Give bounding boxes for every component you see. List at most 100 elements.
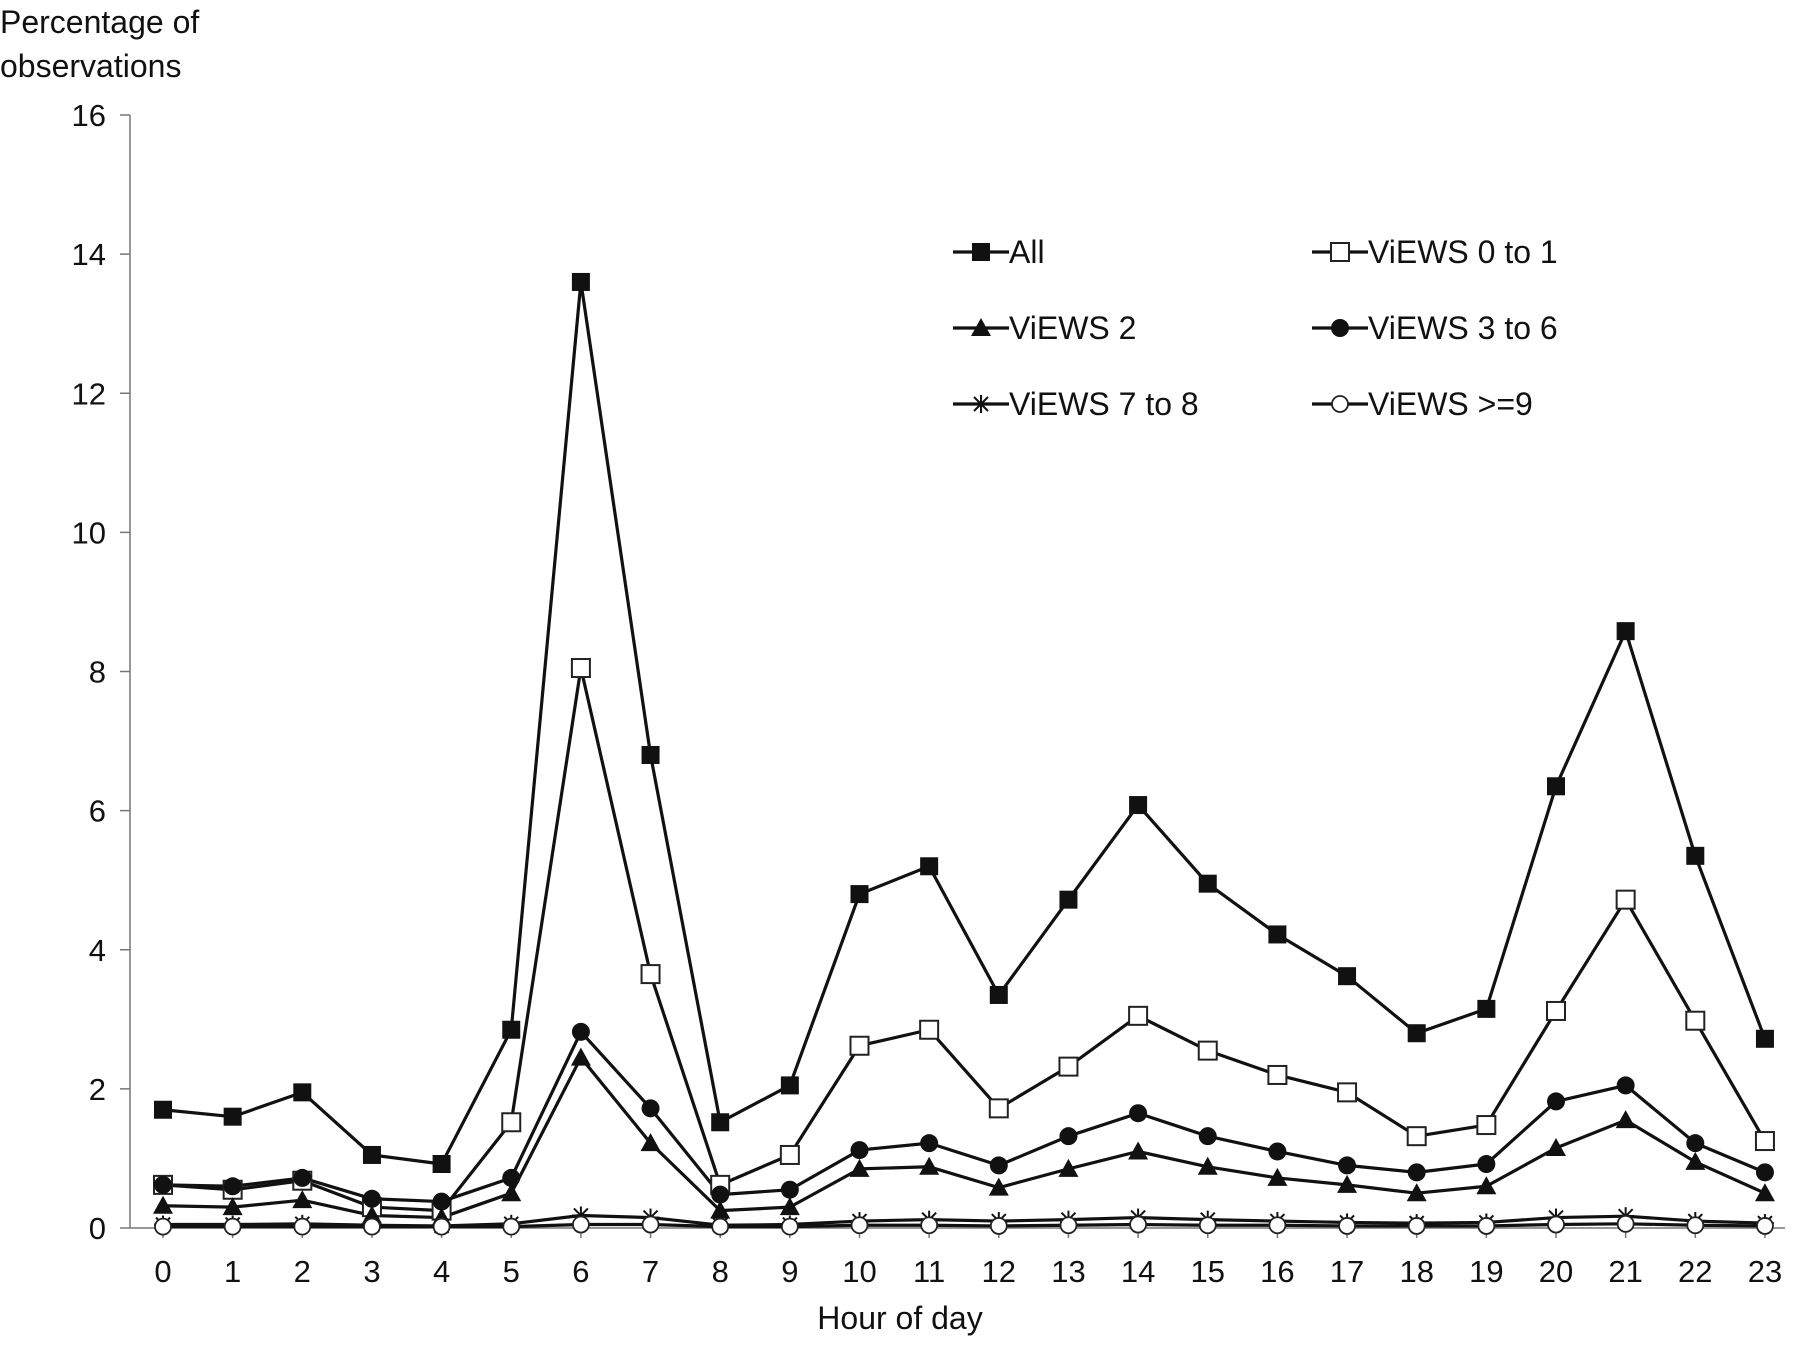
data-point-views-0-to-1 [1615, 889, 1636, 910]
data-point-views-9 [780, 1217, 799, 1236]
data-point-views-9 [1477, 1217, 1496, 1235]
data-point-views-2 [710, 1200, 731, 1219]
y-tick-label: 16 [72, 98, 106, 133]
legend-label: ViEWS 3 to 6 [1368, 310, 1558, 346]
data-point-views-3-to-6 [362, 1189, 381, 1208]
y-axis-label: Percentage of observations [0, 0, 260, 88]
legend-item-views-7-to-8: ViEWS 7 to 8 [953, 386, 1199, 422]
y-tick-label: 6 [89, 794, 106, 829]
data-point-views-3-to-6 [780, 1180, 799, 1199]
data-point-views-9 [850, 1216, 869, 1235]
data-point-views-0-to-1 [640, 964, 661, 985]
data-point-views-2 [919, 1156, 940, 1175]
y-tick-label: 12 [72, 376, 106, 411]
legend-marker [1330, 242, 1350, 262]
data-point-views-0-to-1 [1058, 1056, 1079, 1077]
data-point-views-0-to-1 [1754, 1131, 1775, 1152]
data-point-views-9 [1338, 1217, 1356, 1235]
series-line-views-3-to-6 [162, 1030, 1766, 1204]
data-point-views-9 [432, 1217, 451, 1236]
data-point-views-2 [1546, 1138, 1566, 1157]
data-point-views-2 [1058, 1158, 1079, 1177]
data-point-all [850, 885, 869, 904]
data-point-views-9 [363, 1217, 381, 1236]
legend-label: ViEWS 0 to 1 [1368, 234, 1558, 270]
data-point-all [502, 1020, 521, 1039]
data-point-views-9 [1129, 1215, 1147, 1234]
data-point-views-3-to-6 [1616, 1076, 1635, 1095]
data-point-views-3-to-6 [1059, 1127, 1078, 1146]
legend-marker [972, 395, 990, 413]
data-point-views-2 [292, 1190, 313, 1209]
data-point-all [1547, 777, 1565, 796]
data-point-views-9 [1059, 1216, 1078, 1235]
data-point-views-3-to-6 [293, 1168, 312, 1187]
data-point-views-3-to-6 [641, 1099, 660, 1118]
data-point-views-9 [223, 1217, 242, 1236]
x-tick-label: 12 [982, 1254, 1016, 1289]
data-point-views-3-to-6 [1268, 1142, 1287, 1161]
y-tick-label: 14 [72, 237, 106, 272]
data-point-views-2 [1128, 1141, 1149, 1160]
data-point-views-9 [293, 1217, 312, 1236]
y-tick-label: 0 [89, 1211, 106, 1246]
data-point-views-2 [849, 1158, 870, 1177]
data-point-views-2 [1197, 1156, 1218, 1175]
data-point-views-3-to-6 [1477, 1155, 1496, 1174]
x-tick-label: 6 [572, 1254, 589, 1289]
data-point-views-3-to-6 [1755, 1163, 1774, 1182]
x-tick-label: 5 [503, 1254, 520, 1289]
series-lines [162, 280, 1767, 1229]
data-point-all [1338, 967, 1357, 986]
data-point-views-0-to-1 [1546, 1000, 1566, 1021]
data-point-all [293, 1083, 312, 1102]
data-point-views-9 [920, 1216, 939, 1235]
legend-label: ViEWS 7 to 8 [1009, 386, 1199, 422]
data-point-views-3-to-6 [989, 1156, 1008, 1175]
data-point-views-2 [153, 1195, 173, 1214]
x-tick-label: 1 [224, 1254, 241, 1289]
legend-marker [1331, 319, 1349, 337]
data-point-views-9 [1198, 1216, 1217, 1235]
legend-marker [971, 318, 991, 336]
data-point-views-0-to-1 [1685, 1010, 1706, 1031]
data-point-views-3-to-6 [223, 1177, 242, 1196]
data-point-views-9 [1407, 1217, 1426, 1235]
data-point-views-0-to-1 [849, 1035, 870, 1056]
data-point-views-3-to-6 [502, 1168, 521, 1187]
x-tick-label: 7 [642, 1254, 659, 1289]
y-axis-label-text: Percentage of observations [0, 4, 200, 84]
data-point-views-9 [572, 1215, 590, 1234]
x-axis-label: Hour of day [817, 1300, 983, 1336]
data-point-views-2 [1337, 1174, 1358, 1193]
x-tick-label: 21 [1608, 1254, 1642, 1289]
data-point-all [1129, 796, 1148, 815]
legend-label: All [1009, 234, 1045, 270]
data-point-views-3-to-6 [1686, 1134, 1705, 1153]
legend-label: ViEWS 2 [1009, 310, 1136, 346]
data-point-views-3-to-6 [711, 1185, 730, 1204]
data-point-views-3-to-6 [432, 1192, 451, 1211]
x-tick-label: 3 [363, 1254, 380, 1289]
data-point-views-2 [222, 1197, 243, 1216]
x-tick-label: 15 [1191, 1254, 1225, 1289]
legend: All ViEWS 0 to 1 ViEWS 2 ViEWS 3 to 6 ViEWS … [953, 234, 1558, 422]
data-point-views-2 [501, 1183, 522, 1202]
data-point-views-2 [1476, 1176, 1497, 1195]
data-point-all [1477, 999, 1496, 1018]
data-point-views-3-to-6 [850, 1141, 869, 1160]
x-tick-label: 20 [1539, 1254, 1573, 1289]
data-point-views-9 [641, 1215, 660, 1234]
data-point-views-3-to-6 [1198, 1127, 1217, 1146]
data-point-all [362, 1145, 381, 1164]
data-point-all [1616, 622, 1635, 641]
data-point-views-2 [1615, 1110, 1636, 1129]
legend-item-views-3-to-6: ViEWS 3 to 6 [1312, 310, 1558, 346]
series-line-views-9 [163, 1222, 1765, 1229]
legend-item-views-0-to-1: ViEWS 0 to 1 [1312, 234, 1558, 270]
data-point-views-2 [1685, 1151, 1706, 1170]
data-point-views-0-to-1 [570, 658, 591, 679]
x-tick-label: 11 [913, 1254, 945, 1289]
legend-item-all: All [953, 234, 1045, 270]
